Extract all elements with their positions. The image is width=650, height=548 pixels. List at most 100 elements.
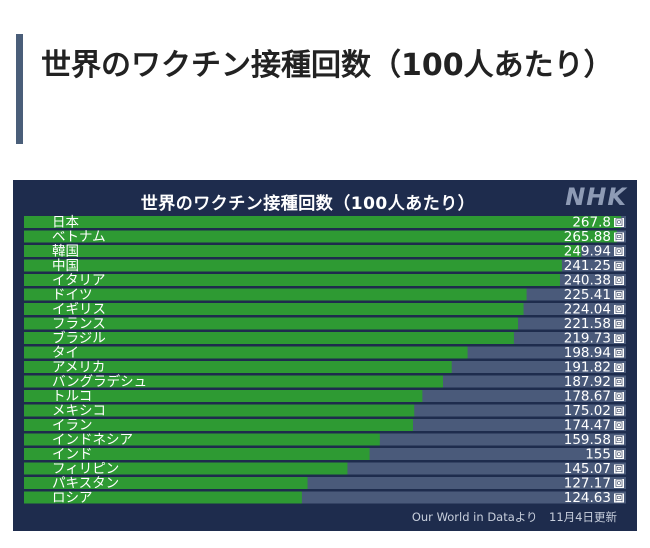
bar [24, 433, 380, 446]
value-label: 187.92 [564, 374, 611, 390]
category-label: ドイツ [52, 287, 93, 303]
unit-label: 回 [615, 320, 623, 329]
unit-badge [614, 232, 624, 242]
category-label: 韓国 [52, 244, 79, 260]
unit-label: 回 [615, 276, 623, 285]
category-label: インド [52, 447, 93, 463]
value-label: 249.94 [564, 244, 611, 260]
unit-label: 回 [615, 450, 623, 459]
category-label: メキシコ [52, 403, 106, 419]
value-label: 124.63 [564, 490, 611, 506]
unit-label: 回 [615, 421, 623, 430]
value-label: 159.58 [564, 432, 611, 448]
unit-label: 回 [615, 378, 623, 387]
bar [24, 332, 514, 344]
bar [24, 477, 308, 489]
unit-badge [614, 363, 624, 372]
unit-badge [614, 290, 624, 300]
category-label: ベトナム [52, 229, 106, 245]
unit-label: 回 [615, 465, 623, 474]
unit-badge [614, 319, 624, 329]
nhk-logo: NHK [565, 183, 627, 211]
category-label: フィリピン [52, 461, 119, 477]
bar [24, 361, 452, 373]
category-label: トルコ [52, 389, 92, 405]
unit-label: 回 [615, 291, 623, 300]
bar [24, 216, 622, 228]
value-label: 267.8 [572, 215, 611, 231]
bar [24, 230, 617, 243]
source-note: Our World in Dataより 11月4日更新 [411, 510, 617, 524]
unit-badge [614, 305, 624, 314]
unit-badge [614, 348, 624, 358]
value-label: 221.58 [564, 316, 611, 332]
bar [24, 245, 582, 257]
unit-badge [614, 464, 624, 474]
bar [24, 317, 519, 330]
category-label: イギリス [52, 302, 106, 318]
value-label: 191.82 [564, 360, 611, 376]
category-label: アメリカ [52, 360, 105, 376]
unit-badge [614, 276, 624, 285]
unit-badge [614, 392, 624, 401]
value-label: 241.25 [564, 258, 611, 274]
bar [24, 491, 302, 504]
bar [24, 259, 562, 272]
value-label: 175.02 [564, 403, 611, 419]
category-label: インドネシア [52, 432, 133, 448]
value-label: 127.17 [564, 476, 611, 492]
unit-badge [614, 435, 624, 445]
article-heading: 世界のワクチン接種回数（100人あたり） [41, 48, 614, 83]
chart-title: 世界のワクチン接種回数（100人あたり） [140, 194, 476, 214]
value-label: 265.88 [564, 229, 611, 245]
unit-label: 回 [615, 233, 623, 242]
vaccination-chart: 世界のワクチン接種回数（100人あたり） NHK 日本 267.8 回ベトナム 265… [13, 180, 637, 531]
unit-label: 回 [615, 494, 623, 503]
bar [24, 404, 415, 417]
bar [24, 274, 560, 286]
unit-badge [614, 247, 624, 256]
category-label: ロシア [52, 490, 93, 506]
category-label: パキスタン [52, 476, 119, 492]
category-label: タイ [52, 345, 79, 361]
value-label: 178.67 [564, 389, 611, 405]
unit-label: 回 [615, 305, 623, 314]
category-label: 日本 [52, 215, 79, 231]
unit-label: 回 [615, 218, 623, 227]
unit-badge [614, 334, 624, 343]
unit-badge [614, 406, 624, 416]
value-label: 198.94 [564, 345, 611, 361]
unit-label: 回 [615, 334, 623, 343]
unit-badge [614, 479, 624, 488]
value-label: 224.04 [564, 302, 611, 318]
unit-label: 回 [615, 262, 623, 271]
category-label: フランス [52, 316, 106, 332]
article-heading-block: 世界のワクチン接種回数（100人あたり） [16, 34, 616, 144]
bar [24, 346, 468, 359]
category-label: バングラデシュ [52, 373, 147, 390]
bar [24, 390, 423, 402]
unit-badge [614, 218, 624, 227]
value-label: 155 [585, 447, 611, 463]
category-label: ブラジル [52, 330, 106, 347]
value-label: 145.07 [564, 461, 611, 477]
bar [24, 448, 370, 460]
unit-label: 回 [615, 407, 623, 416]
unit-badge [614, 261, 624, 271]
bar [24, 375, 443, 388]
unit-label: 回 [615, 247, 623, 256]
bar [24, 288, 527, 301]
unit-label: 回 [615, 436, 623, 445]
category-label: 中国 [52, 258, 79, 274]
category-label: イラン [52, 418, 93, 434]
value-label: 225.41 [564, 287, 611, 303]
unit-badge [614, 493, 624, 503]
value-label: 174.47 [564, 418, 611, 434]
category-label: イタリア [52, 273, 105, 289]
value-label: 240.38 [564, 273, 611, 289]
unit-badge [614, 421, 624, 430]
unit-badge [614, 377, 624, 387]
bar [24, 303, 524, 315]
unit-label: 回 [615, 392, 623, 401]
